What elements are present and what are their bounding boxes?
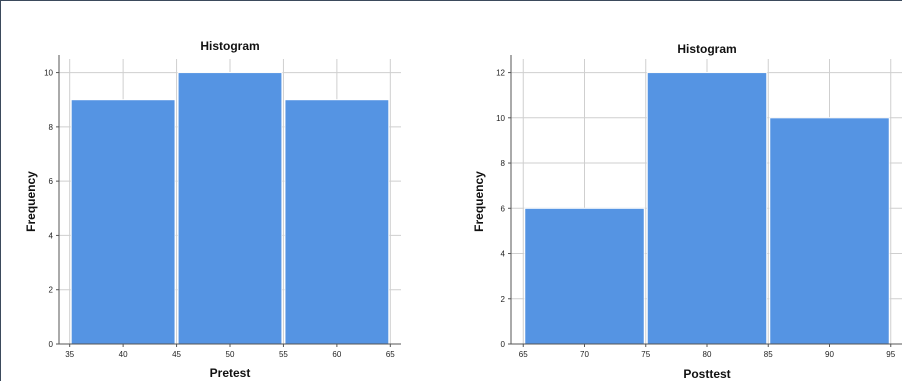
x-tick-label: 65 [386, 350, 395, 359]
y-tick-label: 6 [49, 177, 54, 186]
y-axis-label: Frequency [24, 171, 38, 232]
histogram-bar [177, 72, 283, 345]
y-tick-label: 10 [44, 69, 53, 78]
chart-title: Histogram [677, 42, 736, 56]
y-tick-label: 6 [501, 204, 506, 213]
x-tick-label: 50 [226, 350, 235, 359]
y-tick-label: 10 [496, 114, 505, 123]
y-tick-label: 0 [49, 340, 54, 349]
histogram-bar [70, 99, 176, 345]
y-axis-label: Frequency [472, 171, 486, 232]
histogram-bar [524, 207, 645, 345]
y-tick-label: 12 [496, 69, 505, 78]
x-tick-label: 35 [65, 350, 74, 359]
x-tick-label: 55 [279, 350, 288, 359]
x-tick-label: 60 [332, 350, 341, 359]
x-tick-label: 95 [886, 350, 895, 359]
histogram-bar [646, 72, 768, 345]
y-tick-label: 4 [49, 231, 54, 240]
x-tick-label: 90 [825, 350, 834, 359]
x-tick-label: 75 [641, 350, 650, 359]
x-tick-label: 85 [764, 350, 773, 359]
histogram-posttest: 65 70 75 80 85 90 95 0 2 4 6 8 10 12 Histogram Posttest… [472, 42, 902, 381]
histogram-pretest: 35 40 45 50 55 60 65 0 2 4 6 8 10 Histogram Pretest Fre… [24, 39, 401, 380]
y-tick-label: 2 [49, 286, 54, 295]
y-tick-label: 8 [49, 123, 54, 132]
histogram-bar [769, 117, 890, 345]
x-tick-label: 80 [703, 350, 712, 359]
y-tick-label: 8 [501, 159, 506, 168]
y-tick-label: 0 [501, 340, 506, 349]
x-tick-label: 70 [580, 350, 589, 359]
chart-title: Histogram [200, 39, 259, 53]
x-tick-label: 65 [519, 350, 528, 359]
x-axis-label: Pretest [210, 366, 251, 380]
histogram-bar [284, 99, 390, 345]
y-tick-label: 4 [501, 250, 506, 259]
x-tick-label: 45 [172, 350, 181, 359]
y-tick-label: 2 [501, 295, 506, 304]
x-tick-label: 40 [119, 350, 128, 359]
x-axis-label: Posttest [683, 367, 730, 381]
